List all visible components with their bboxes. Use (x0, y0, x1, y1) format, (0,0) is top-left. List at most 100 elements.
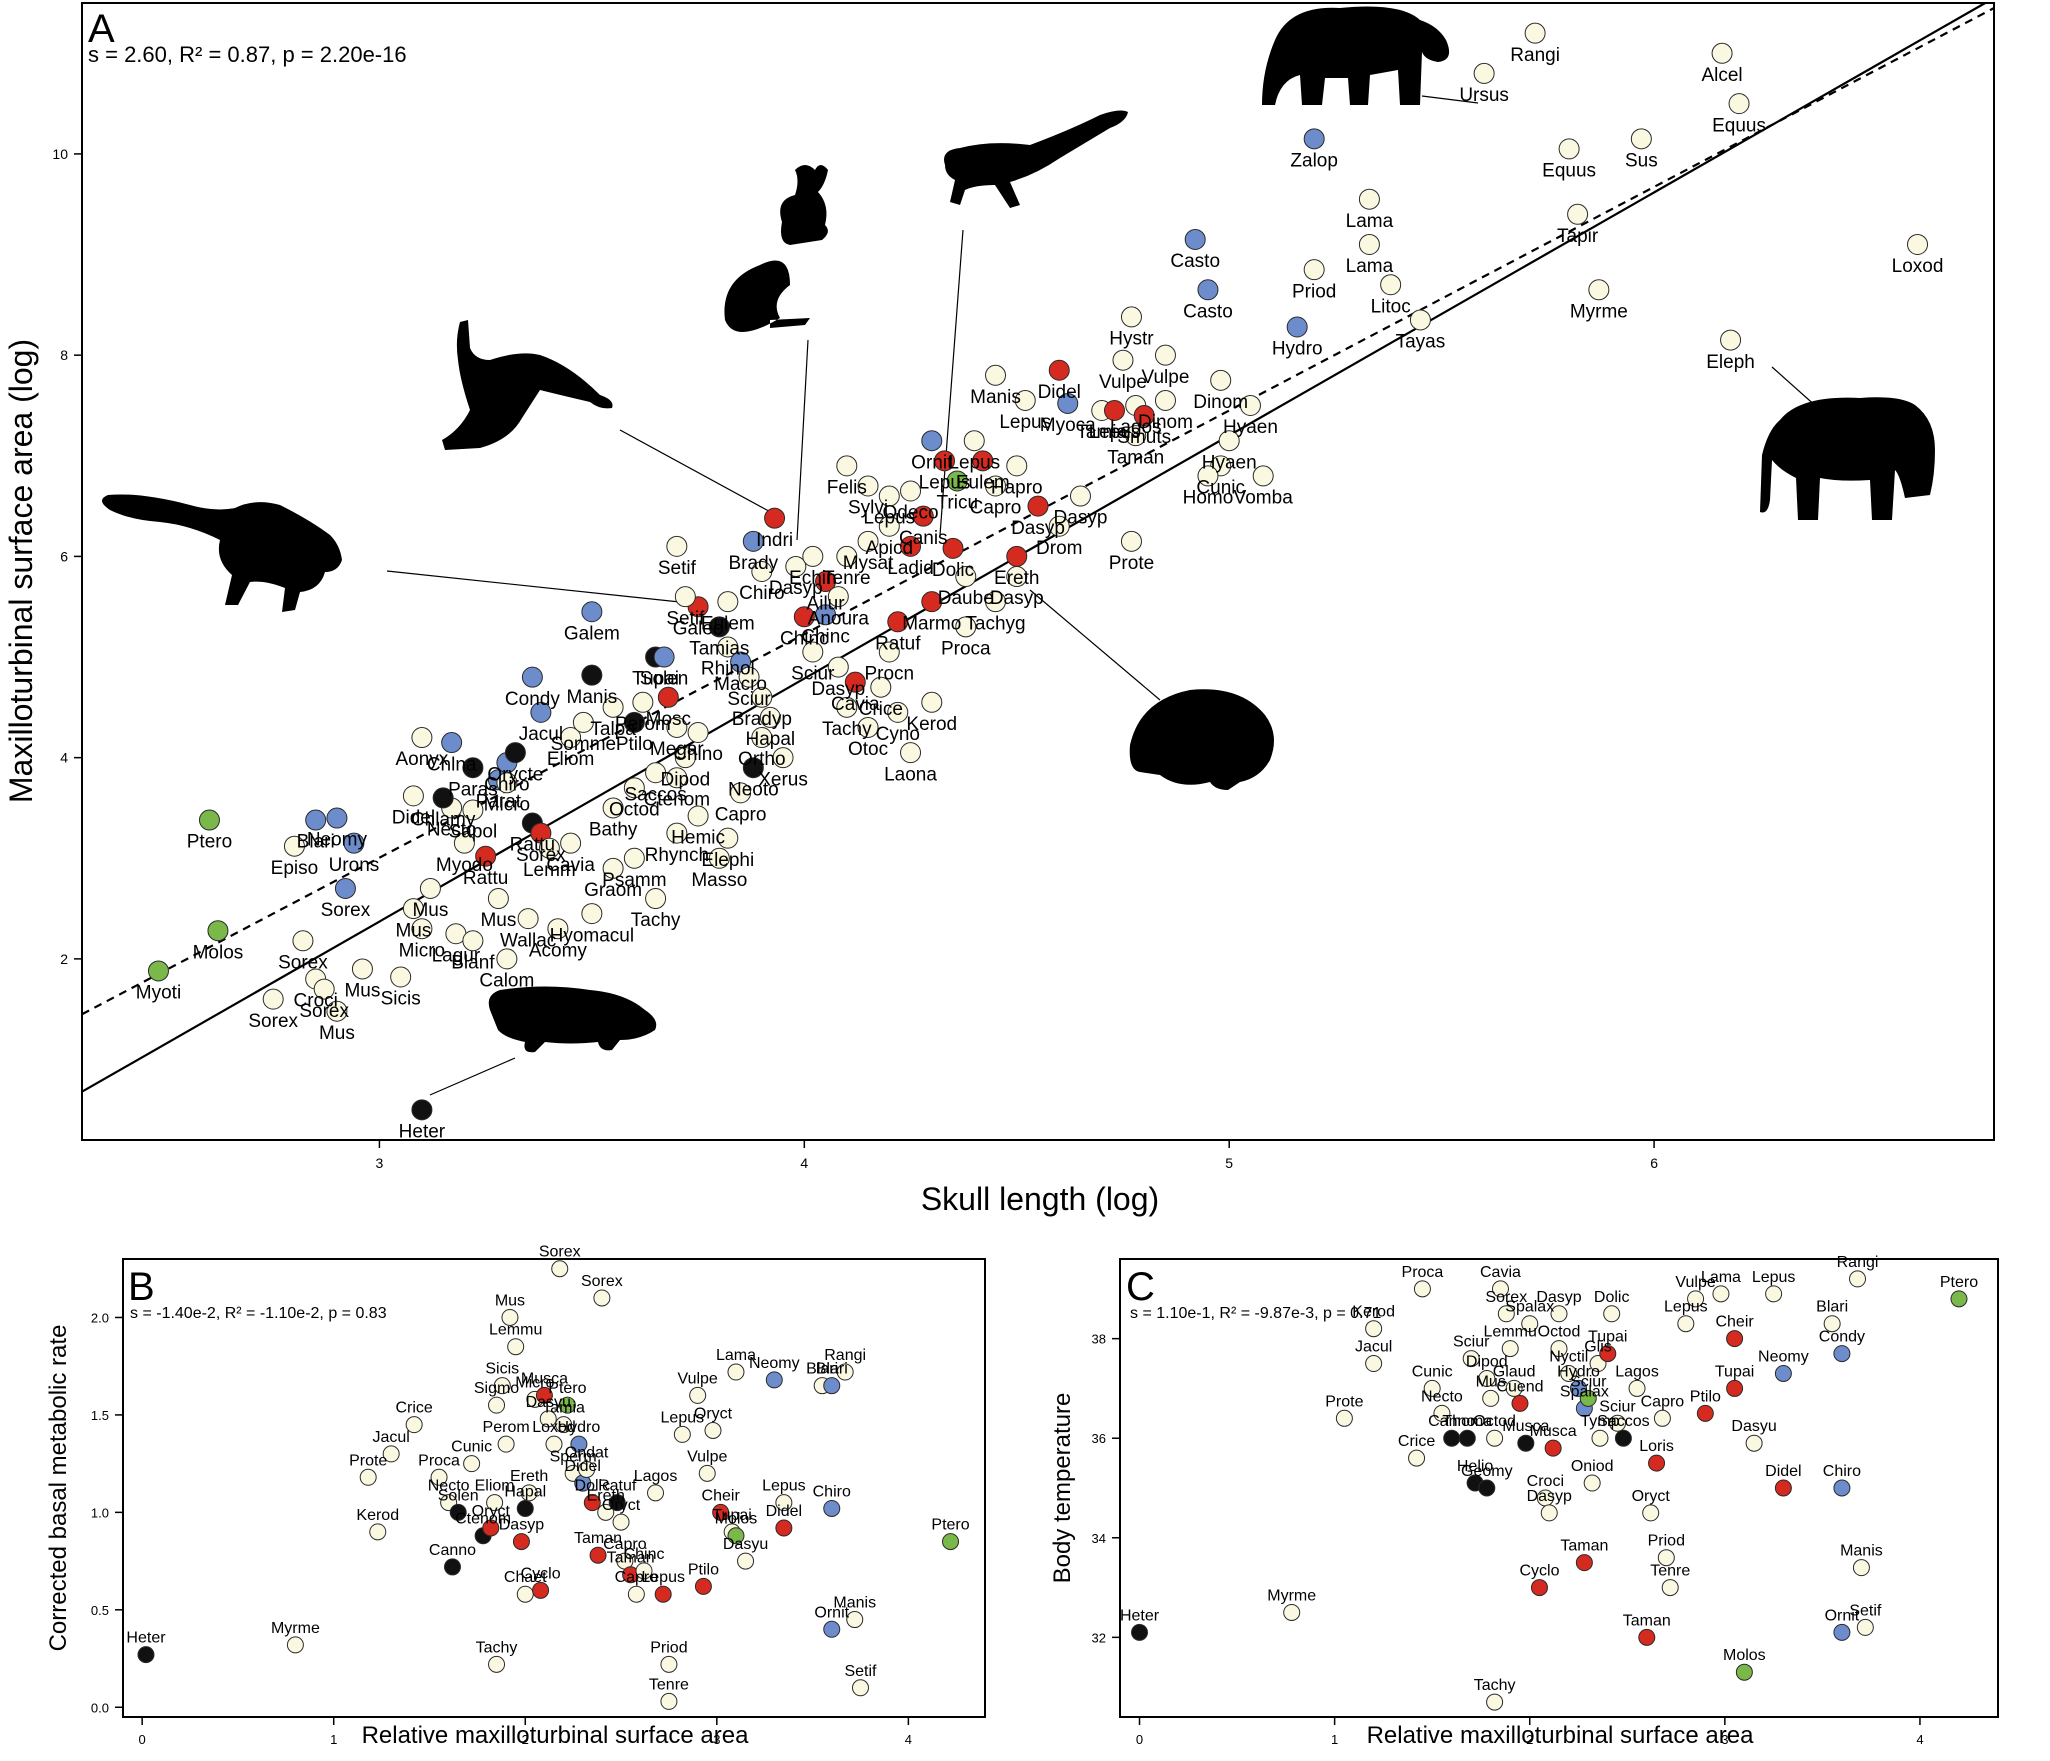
point-label: Myrme (1570, 301, 1628, 322)
panel-b-ylabel: Corrected basal metabolic rate (45, 1325, 72, 1652)
point-label: Rattu (510, 835, 555, 856)
y-tick-label: 38 (1092, 1332, 1106, 1347)
point-label: Blari (1816, 1299, 1848, 1316)
data-point (1720, 329, 1742, 351)
point-label: Setif (1849, 1602, 1882, 1619)
point-label: Proca (418, 1452, 460, 1469)
data-point (666, 767, 688, 789)
point-label: Galeo (673, 618, 724, 639)
point-label: Eulem (701, 613, 755, 634)
point-label: Sciur (1570, 1373, 1607, 1390)
point-label: Megar (650, 739, 705, 760)
regression-line-fit (81, 2, 1986, 1093)
point-label: Cyclo (1519, 1563, 1559, 1580)
point-label: Echin (789, 568, 837, 589)
point-label: Mus (344, 981, 380, 1002)
data-point (653, 646, 675, 668)
point-label: Tapir (1557, 226, 1599, 247)
data-point (1197, 279, 1219, 301)
data-point (1540, 1504, 1558, 1522)
point-label: Lagur (432, 945, 481, 966)
data-point (823, 1377, 841, 1395)
data-point (475, 845, 497, 867)
data-point (1544, 1439, 1562, 1457)
data-point (1505, 1379, 1523, 1397)
data-point (326, 1000, 348, 1022)
point-label: Taman (1107, 447, 1164, 468)
data-point (482, 1519, 500, 1537)
point-label: Chaet (504, 1569, 547, 1586)
point-label: Mysat (843, 553, 894, 574)
point-label: Sperm (550, 1448, 597, 1465)
point-label: Solen (438, 1487, 479, 1504)
data-point (836, 1363, 854, 1381)
data-point (1497, 1305, 1515, 1323)
y-tick-label: 10 (52, 146, 68, 162)
point-label: Ptero (187, 832, 232, 853)
data-point (985, 475, 1007, 497)
point-label: Capro (1641, 1393, 1685, 1410)
data-point (551, 1260, 569, 1278)
point-label: Mus (395, 920, 431, 941)
data-point (1852, 1559, 1870, 1577)
point-label: Canis (899, 528, 948, 549)
data-point (942, 1533, 960, 1551)
point-label: Octod (1538, 1324, 1581, 1341)
gibbon-icon (442, 320, 777, 516)
point-label: Ptilo (688, 1561, 719, 1578)
squirrel-icon (724, 165, 828, 541)
data-point (1103, 400, 1125, 422)
data-point (547, 918, 569, 940)
data-point (687, 805, 709, 827)
point-label: Tachy (476, 1639, 518, 1656)
point-label: Sapol (449, 822, 498, 843)
point-label: Proca (1402, 1264, 1444, 1281)
point-label: Ereth (587, 1487, 625, 1504)
data-point (698, 1464, 716, 1482)
point-label: Lepus (1089, 422, 1141, 443)
point-label: Lagos (634, 1468, 678, 1485)
data-point (704, 1422, 722, 1440)
point-label: Priod (1648, 1533, 1685, 1550)
data-point (1849, 1270, 1867, 1288)
point-label: Hapal (504, 1483, 546, 1500)
point-label: Thoma (1442, 1413, 1492, 1430)
data-point (1687, 1290, 1705, 1308)
point-label: Anoura (808, 608, 870, 629)
point-label: Rangi (824, 1347, 866, 1364)
data-point (572, 711, 594, 733)
point-label: Parat (476, 791, 522, 812)
point-label: Ctenom (644, 789, 711, 810)
point-label: Ptero (931, 1517, 969, 1534)
data-point (666, 716, 688, 738)
data-point (535, 1386, 553, 1404)
data-point (836, 545, 858, 567)
point-label: Tymp (1580, 1413, 1619, 1430)
data-point (1833, 1479, 1851, 1497)
point-label: Tachy (822, 719, 872, 740)
point-label: Ornit (911, 452, 953, 473)
data-point (900, 742, 922, 764)
point-label: Croci (1527, 1473, 1564, 1490)
point-label: Aonyx (396, 749, 449, 770)
point-label: Equus (1712, 115, 1766, 136)
data-point (137, 1646, 155, 1664)
data-point (1856, 1618, 1874, 1636)
data-point (612, 1513, 630, 1531)
point-label: Galem (564, 623, 620, 644)
data-point (1628, 1379, 1646, 1397)
point-label: Sorex (539, 1244, 581, 1261)
data-point (857, 530, 879, 552)
x-tick-label: 1 (1331, 1732, 1338, 1747)
data-point (597, 1503, 615, 1521)
point-label: Lama (716, 1347, 756, 1364)
point-label: Oniod (1571, 1458, 1614, 1475)
data-point (972, 450, 994, 472)
y-tick-label: 32 (1092, 1630, 1106, 1645)
data-point (198, 809, 220, 831)
point-label: Ptilo (1690, 1388, 1721, 1405)
data-point (504, 742, 526, 764)
point-label: Saccos (1597, 1413, 1649, 1430)
x-tick-label: 1 (330, 1732, 337, 1747)
point-label: Mus (495, 1292, 525, 1309)
